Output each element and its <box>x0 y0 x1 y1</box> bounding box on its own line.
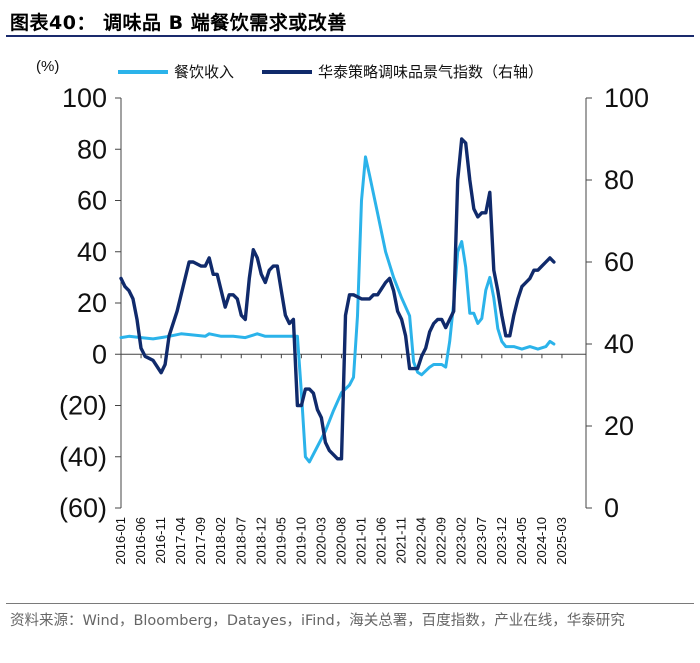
x-tick-label: 2017-04 <box>173 517 188 565</box>
x-tick-label: 2018-02 <box>213 517 228 565</box>
series-lines <box>119 137 586 464</box>
left-tick-label: 80 <box>77 134 107 164</box>
right-tick-label: 40 <box>604 329 634 359</box>
x-tick-label: 2023-07 <box>474 517 489 565</box>
x-tick-label: 2023-12 <box>494 517 509 565</box>
right-tick-label: 0 <box>604 493 619 523</box>
x-tick-label: 2020-08 <box>333 517 348 565</box>
series-line-condiment-index <box>119 137 556 461</box>
left-tick-label: 40 <box>77 237 107 267</box>
y-unit-label: (%) <box>36 58 59 75</box>
x-tick-label: 2024-10 <box>534 517 549 565</box>
left-tick-label: 60 <box>77 186 107 216</box>
x-tick-label: 2020-03 <box>313 517 328 565</box>
left-tick-label: 100 <box>62 83 107 113</box>
x-tick-label: 2017-09 <box>193 517 208 565</box>
x-tick-label: 2021-06 <box>374 517 389 565</box>
right-tick-label: 20 <box>604 411 634 441</box>
title-rule <box>6 35 694 37</box>
right-tick-label: 60 <box>604 247 634 277</box>
source-note: 资料来源：Wind，Bloomberg，Datayes，iFind，海关总署，百… <box>10 613 625 629</box>
right-tick-label: 100 <box>604 83 649 113</box>
chart: (%) 餐饮收入 华泰策略调味品景气指数（右轴） 100 80 60 40 20 0 (20… <box>36 58 649 565</box>
x-tick-label: 2016-06 <box>133 517 148 565</box>
left-tick-label: (40) <box>59 442 107 472</box>
figure-title: 图表40： 调味品 B 端餐饮需求或改善 <box>10 12 347 34</box>
footer-rule <box>6 603 694 604</box>
x-tick-label: 2019-05 <box>273 517 288 565</box>
x-tick-label: 2021-11 <box>394 517 409 564</box>
x-tick-label: 2018-07 <box>233 517 248 565</box>
x-axis-ticks: 2016-01 2016-06 2016-11 2017-04 2017-09 2018-… <box>113 354 569 565</box>
x-tick-label: 2022-09 <box>434 517 449 565</box>
left-tick-label: (60) <box>59 493 107 523</box>
legend-label-index: 华泰策略调味品景气指数（右轴） <box>318 63 543 81</box>
left-tick-label: 0 <box>92 339 107 369</box>
right-tick-label: 80 <box>604 165 634 195</box>
x-tick-label: 2018-12 <box>253 517 268 565</box>
left-tick-label: 20 <box>77 288 107 318</box>
x-tick-label: 2022-04 <box>414 517 429 565</box>
x-tick-label: 2023-02 <box>454 517 469 565</box>
x-tick-label: 2016-01 <box>113 517 128 565</box>
left-tick-label: (20) <box>59 391 107 421</box>
legend: 餐饮收入 华泰策略调味品景气指数（右轴） <box>118 63 543 81</box>
x-tick-label: 2016-11 <box>153 517 168 564</box>
x-tick-label: 2021-01 <box>354 517 369 565</box>
x-tick-label: 2025-03 <box>554 517 569 565</box>
x-tick-label: 2019-10 <box>293 517 308 565</box>
right-axis-ticks: 100 80 60 40 20 0 <box>586 83 649 523</box>
series-line-dining-revenue <box>119 155 556 464</box>
legend-label-dining: 餐饮收入 <box>174 63 234 81</box>
x-tick-label: 2024-05 <box>514 517 529 565</box>
left-axis-ticks: 100 80 60 40 20 0 (20) (40) (60) <box>59 83 121 523</box>
